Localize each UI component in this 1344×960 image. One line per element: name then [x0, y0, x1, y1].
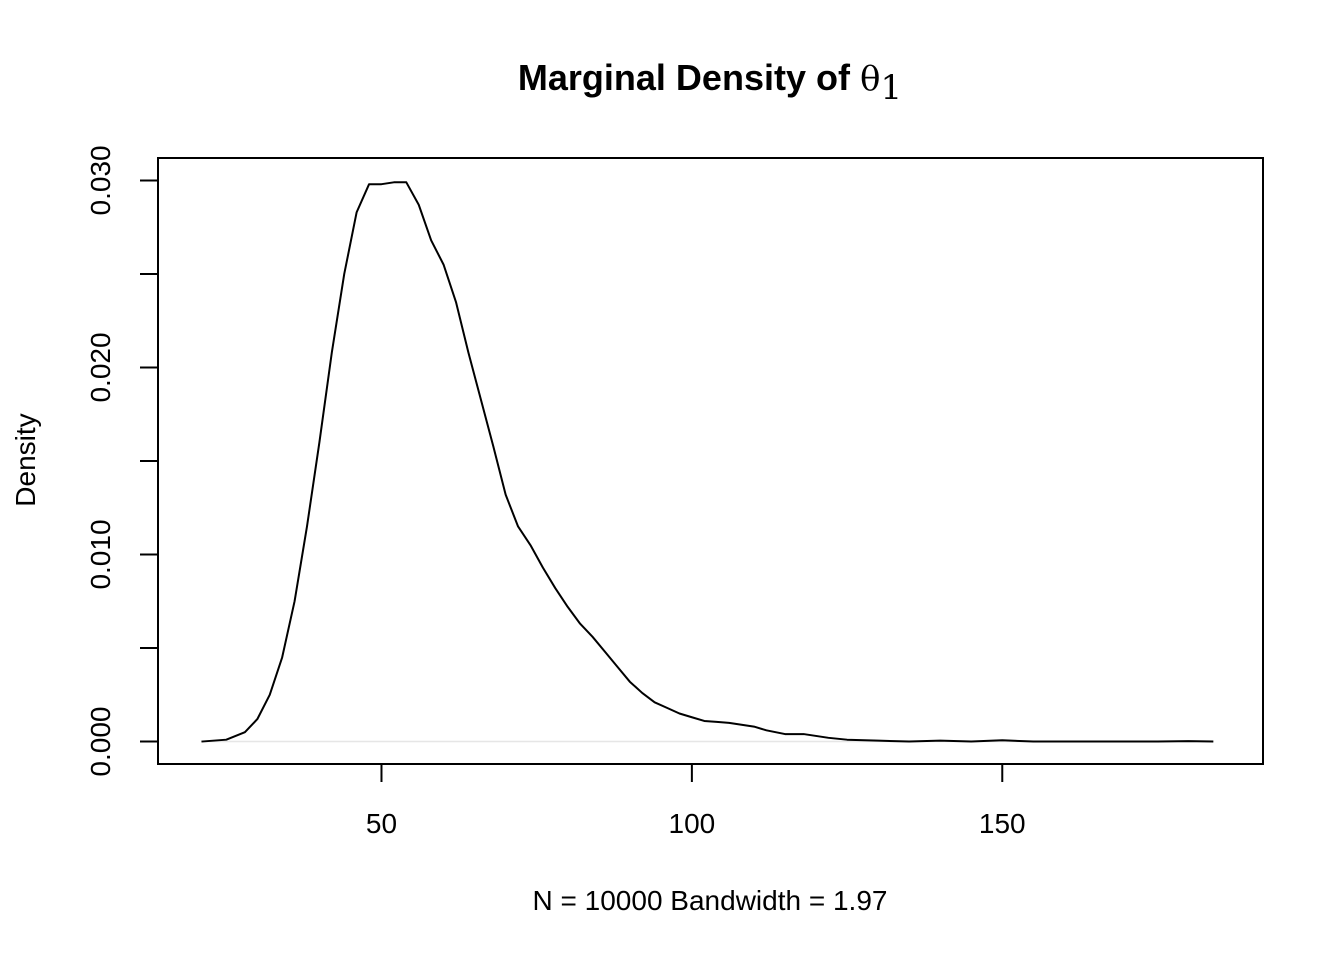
y-tick-label: 0.010 [85, 519, 116, 589]
x-tick-label: 50 [366, 808, 397, 839]
x-axis: 50 100 150 [366, 764, 1026, 839]
x-tick-label: 150 [979, 808, 1026, 839]
y-axis: 0.000 0.010 0.020 0.030 [85, 145, 158, 777]
y-axis-label: Density [10, 413, 41, 506]
x-axis-label: N = 10000 Bandwidth = 1.97 [533, 885, 888, 916]
y-tick-label: 0.000 [85, 707, 116, 777]
density-curve [201, 181, 1214, 743]
y-tick-label: 0.020 [85, 332, 116, 402]
plot-frame [157, 157, 1264, 765]
chart-title: Marginal Density of θ1 [518, 57, 902, 108]
x-tick-label: 100 [669, 808, 716, 839]
y-tick-label: 0.030 [85, 145, 116, 215]
